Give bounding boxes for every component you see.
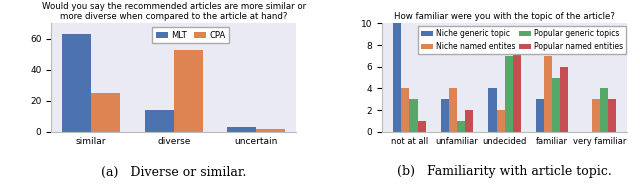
Bar <box>457 121 465 132</box>
Bar <box>393 23 401 132</box>
Bar <box>441 99 449 132</box>
Title: Would you say the recommended articles are more similar or
more diverse when com: Would you say the recommended articles a… <box>42 2 306 21</box>
Bar <box>401 88 410 132</box>
Bar <box>608 99 616 132</box>
Legend: MLT, CPA: MLT, CPA <box>152 27 229 43</box>
Bar <box>497 110 505 132</box>
Bar <box>600 88 608 132</box>
Bar <box>544 56 552 132</box>
Bar <box>256 129 285 132</box>
Bar <box>449 88 457 132</box>
Legend: Niche generic topic, Niche named entites, Popular generic topics, Popular named : Niche generic topic, Niche named entites… <box>419 26 626 54</box>
Bar <box>536 99 544 132</box>
Bar <box>592 99 600 132</box>
Bar <box>488 88 497 132</box>
Bar <box>145 110 173 132</box>
Bar <box>465 110 473 132</box>
Text: (b)   Familiarity with article topic.: (b) Familiarity with article topic. <box>397 165 612 178</box>
Bar <box>92 93 120 132</box>
Bar <box>505 56 513 132</box>
Bar <box>417 121 426 132</box>
Bar <box>227 127 256 132</box>
Bar <box>561 67 568 132</box>
Bar <box>513 45 521 132</box>
Bar <box>62 34 92 132</box>
Bar <box>173 50 203 132</box>
Text: (a)   Diverse or similar.: (a) Diverse or similar. <box>101 165 246 178</box>
Bar <box>552 78 561 132</box>
Bar <box>410 99 417 132</box>
Title: How familiar were you with the topic of the article?: How familiar were you with the topic of … <box>394 12 615 21</box>
